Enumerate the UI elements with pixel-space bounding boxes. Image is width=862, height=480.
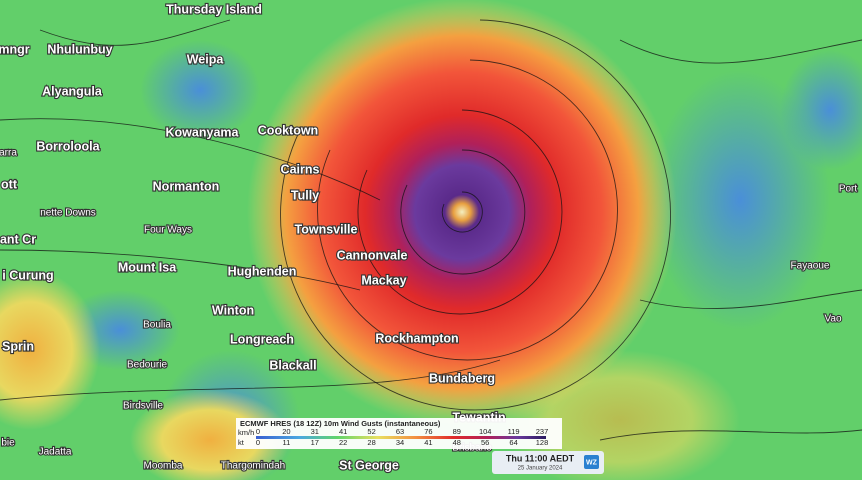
place-label: ott [1, 177, 18, 191]
place-label: Boulia [143, 320, 171, 331]
time: Thu 11:00 AEDT [506, 453, 575, 463]
place-labels: Thursday Island mngr Nhulunbuy Weipa Aly… [0, 1, 858, 473]
legend-value: 11 [283, 438, 291, 447]
place-label: i Curung [2, 268, 53, 282]
place-label: nette Downs [40, 208, 96, 219]
place-label: Kowanyama [166, 125, 240, 139]
place-label: Hughenden [228, 264, 297, 278]
place-label: Winton [212, 303, 254, 317]
legend-unit: km/h [238, 428, 254, 437]
legend-value: 52 [367, 427, 375, 436]
place-label: Thursday Island [166, 2, 262, 16]
legend-value: 76 [424, 427, 432, 436]
place-label: Townsville [295, 222, 358, 236]
place-label: bie [1, 438, 15, 449]
place-label: Jadatta [39, 447, 72, 458]
legend-value: 41 [424, 438, 432, 447]
place-label: mngr [0, 42, 30, 56]
legend-value: 17 [311, 438, 319, 447]
place-label: Normanton [153, 179, 220, 193]
legend-values: 0 20 31 41 52 63 76 89 104 119 237 0 11 17 22 28 34 41 48 5… [256, 427, 548, 447]
legend: ECMWF HRES (18 12Z) 10m Wind Gusts (inst… [236, 418, 562, 449]
place-label: Longreach [230, 332, 294, 346]
streamlines [0, 19, 862, 441]
legend-value: 56 [481, 438, 489, 447]
legend-value: 41 [339, 427, 347, 436]
place-label: Four Ways [144, 225, 192, 236]
legend-value: 237 [536, 427, 549, 436]
place-label: Moomba [144, 461, 183, 472]
legend-value: 63 [396, 427, 404, 436]
place-label: Borroloola [36, 139, 100, 153]
legend-value: 0 [256, 427, 260, 436]
timestamp: Thu 11:00 AEDT 25 January 2024 WZ [492, 451, 604, 474]
legend-value: 104 [479, 427, 492, 436]
timestamp-box [492, 451, 604, 474]
place-label: Blackall [269, 358, 316, 372]
place-label: Mount Isa [118, 260, 177, 274]
legend-value: 48 [453, 438, 461, 447]
place-label: Weipa [187, 52, 225, 66]
place-label: Port [839, 184, 858, 195]
legend-value: 128 [536, 438, 549, 447]
place-label: Birdsville [123, 401, 163, 412]
place-label: Bedourie [127, 360, 167, 371]
legend-value: 20 [282, 427, 290, 436]
place-label: Sprin [2, 339, 34, 353]
place-label: Vao [824, 314, 841, 325]
logo-box [584, 455, 599, 469]
legend-value: 89 [453, 427, 461, 436]
legend-value: 22 [339, 438, 347, 447]
legend-colorbar [256, 436, 546, 439]
place-label: arra [0, 148, 17, 159]
place-label: Mackay [361, 273, 406, 287]
place-label: Cooktown [258, 123, 318, 137]
legend-value: 119 [508, 427, 520, 436]
place-label: Nhulunbuy [47, 42, 112, 56]
place-label: Alyangula [42, 84, 103, 98]
place-label: Rockhampton [375, 331, 458, 345]
legend-title: ECMWF HRES (18 12Z) 10m Wind Gusts (inst… [240, 419, 441, 428]
legend-value: 64 [509, 438, 517, 447]
place-label: Bundaberg [429, 371, 495, 385]
legend-unit: kt [238, 438, 245, 447]
legend-value: 31 [311, 427, 319, 436]
place-label: Fayaoue [791, 261, 830, 272]
place-label: St George [339, 458, 399, 472]
place-label: ant Cr [0, 232, 36, 246]
date: 25 January 2024 [518, 466, 563, 472]
place-label: Thargomindah [221, 461, 285, 472]
logo: WZ [586, 459, 598, 466]
legend-value: 0 [256, 438, 260, 447]
legend-value: 34 [396, 438, 404, 447]
place-label: Cairns [281, 162, 320, 176]
place-label: Cannonvale [337, 248, 408, 262]
legend-value: 28 [367, 438, 375, 447]
legend-box [236, 418, 562, 449]
place-label: Tully [291, 188, 319, 202]
